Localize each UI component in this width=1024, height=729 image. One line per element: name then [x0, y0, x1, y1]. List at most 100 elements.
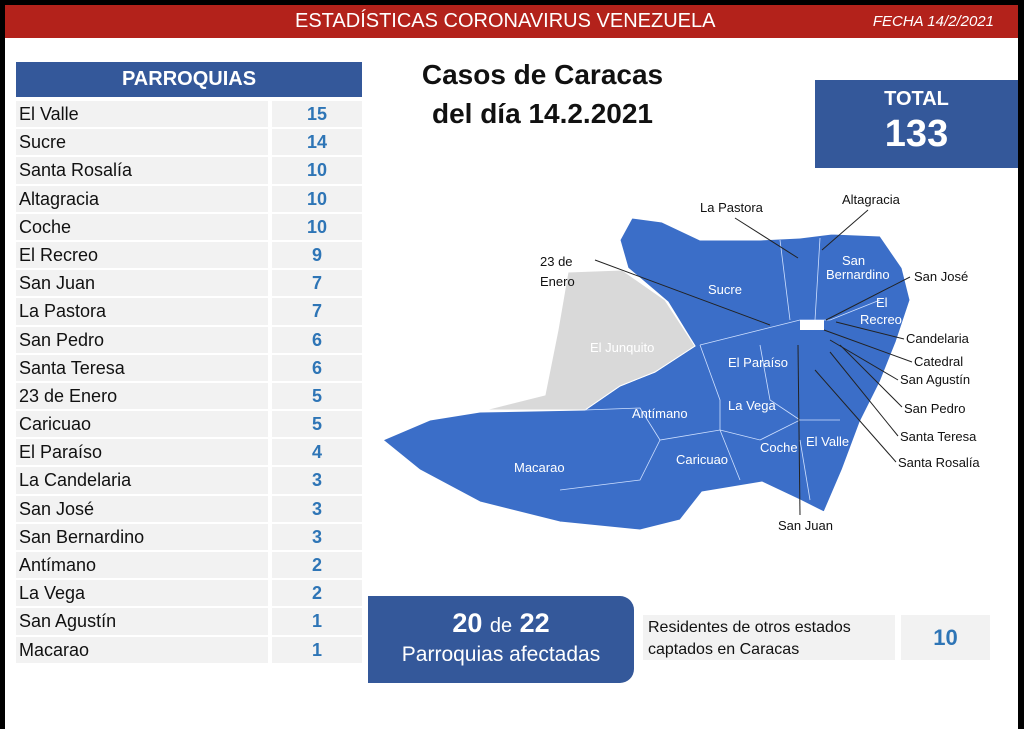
affected-total: 22: [519, 608, 550, 638]
parish-cases: 2: [272, 580, 362, 609]
parish-name: San Juan: [16, 270, 268, 299]
parish-cases: 6: [272, 326, 362, 355]
parish-name: La Pastora: [16, 298, 268, 327]
parish-cases: 5: [272, 411, 362, 440]
parish-cases: 10: [272, 185, 362, 214]
affected-of: de: [489, 615, 513, 637]
parish-name: La Candelaria: [16, 467, 268, 496]
affected-count: 20: [452, 608, 483, 638]
table-row: Santa Rosalía 10: [16, 157, 362, 186]
map-callout-enero1: 23 de: [540, 254, 573, 269]
table-row: El Valle 15: [16, 101, 362, 130]
map-callout-lapastora: La Pastora: [700, 200, 764, 215]
parish-name: El Valle: [16, 101, 268, 130]
parish-name: Coche: [16, 213, 268, 242]
table-row: Sucre 14: [16, 129, 362, 158]
parish-name: Antímano: [16, 552, 268, 581]
callout-leader-line: [835, 321, 905, 340]
parish-cases: 7: [272, 298, 362, 327]
residents-value: 10: [901, 615, 990, 660]
map-region-el-junquito: [484, 269, 696, 411]
parish-borders: [559, 237, 881, 501]
map-callout-catedral: Catedral: [914, 354, 963, 369]
total-label: TOTAL: [884, 88, 949, 110]
table-row: Antímano 2: [16, 552, 362, 581]
map-callout-enero2: Enero: [540, 274, 575, 289]
parish-cases: 1: [272, 636, 362, 665]
callout-leader-line: [797, 344, 801, 516]
residents-label: Residentes de otros estados captados en …: [643, 615, 895, 660]
callout-leader-line: [814, 369, 897, 463]
parish-cases: 3: [272, 467, 362, 496]
map-label-antimano: Antímano: [632, 406, 688, 421]
page-title: Casos de Caracas del día 14.2.2021: [405, 55, 680, 133]
map-label-macarao: Macarao: [514, 460, 565, 475]
parish-name: Sucre: [16, 129, 268, 158]
map-callout-sanpedro: San Pedro: [904, 401, 965, 416]
parishes-table: PARROQUIAS El Valle 15 Sucre 14 Santa Rosalí…: [16, 62, 362, 665]
total-box: TOTAL 133: [815, 80, 1018, 168]
residents-label-line-1: Residentes de otros estados: [648, 619, 851, 636]
parish-cases: 10: [272, 213, 362, 242]
map-label-caricuao: Caricuao: [676, 452, 728, 467]
map-callout-sanagustin: San Agustín: [900, 372, 970, 387]
parish-cases: 10: [272, 157, 362, 186]
parish-cases: 14: [272, 129, 362, 158]
parish-cases: 5: [272, 382, 362, 412]
centro-inset: [800, 320, 824, 330]
map-callout-sanjuan: San Juan: [778, 518, 833, 533]
parish-name: El Recreo: [16, 241, 268, 271]
parish-name: Macarao: [16, 636, 268, 665]
map-label-junquito: El Junquito: [590, 340, 654, 355]
parish-cases: 4: [272, 439, 362, 468]
table-row: San Agustín 1: [16, 608, 362, 637]
residents-label-line-2: captados en Caracas: [648, 641, 800, 658]
parish-cases: 1: [272, 608, 362, 637]
parish-name: Santa Rosalía: [16, 157, 268, 186]
map-label-sanbern2: Bernardino: [826, 267, 890, 282]
parish-cases: 6: [272, 354, 362, 383]
parish-cases: 3: [272, 495, 362, 524]
map-label-paraiso: El Paraíso: [728, 355, 788, 370]
parish-name: La Vega: [16, 580, 268, 609]
table-row: 23 de Enero 5: [16, 382, 362, 412]
map-label-coche: Coche: [760, 440, 798, 455]
map-label-sanbern1: San: [842, 253, 865, 268]
header-title: ESTADÍSTICAS CORONAVIRUS VENEZUELA: [295, 10, 716, 32]
map-callout-santarosalia: Santa Rosalía: [898, 455, 980, 470]
map-callout-altagracia: Altagracia: [842, 192, 901, 207]
table-row: El Recreo 9: [16, 241, 362, 271]
map-label-sucre: Sucre: [708, 282, 742, 297]
parish-name: El Paraíso: [16, 439, 268, 468]
table-row: San Juan 7: [16, 270, 362, 299]
map-callout-santateresa: Santa Teresa: [900, 429, 977, 444]
parish-name: Caricuao: [16, 411, 268, 440]
table-row: La Pastora 7: [16, 298, 362, 327]
parish-cases: 2: [272, 552, 362, 581]
table-row: Santa Teresa 6: [16, 354, 362, 383]
parish-cases: 3: [272, 523, 362, 552]
callout-leader-line: [821, 209, 869, 251]
parish-cases: 7: [272, 270, 362, 299]
parish-cases: 15: [272, 101, 362, 130]
map-label-lavega: La Vega: [728, 398, 776, 413]
table-row: La Vega 2: [16, 580, 362, 609]
callout-leader-line: [839, 344, 903, 408]
map-label-recreo1: El: [876, 295, 888, 310]
table-row: Caricuao 5: [16, 411, 362, 440]
parish-cases: 9: [272, 241, 362, 271]
map-label-recreo2: Recreo: [860, 312, 902, 327]
table-row: El Paraíso 4: [16, 439, 362, 468]
header-date: FECHA 14/2/2021: [872, 13, 994, 30]
callout-leader-line: [829, 351, 899, 437]
parish-name: San Agustín: [16, 608, 268, 637]
affected-label: Parroquias afectadas: [401, 643, 601, 666]
parish-name: San Pedro: [16, 326, 268, 355]
title-line-1: Casos de Caracas: [421, 59, 664, 90]
parish-name: Santa Teresa: [16, 354, 268, 383]
table-row: Altagracia 10: [16, 185, 362, 214]
parish-name: San José: [16, 495, 268, 524]
table-row: San José 3: [16, 495, 362, 524]
table-row: San Pedro 6: [16, 326, 362, 355]
